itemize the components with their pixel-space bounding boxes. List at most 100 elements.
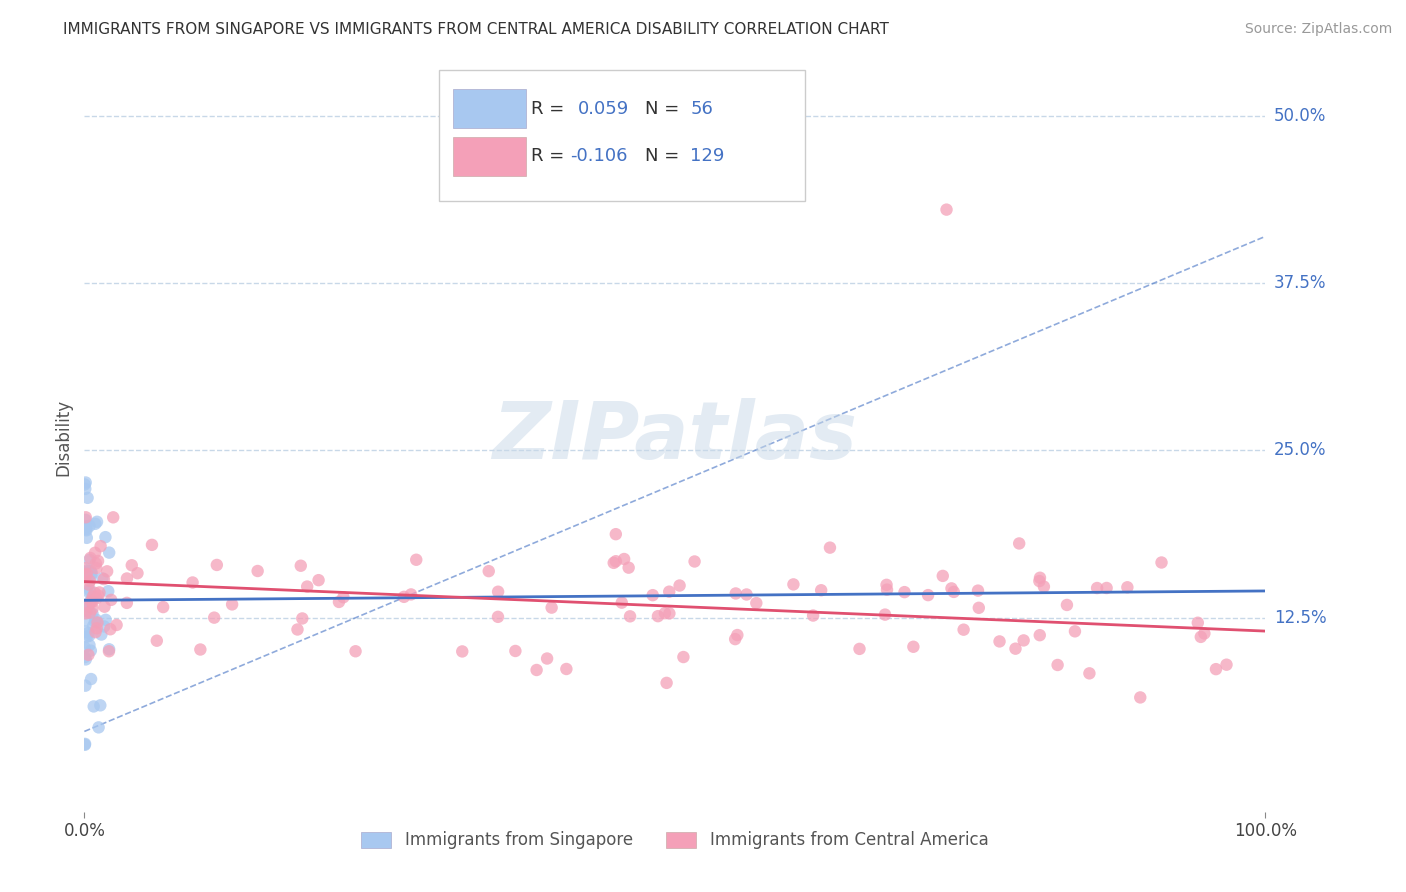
Point (655, 676, 678, 690)
Point (75, 564, 97, 578)
Point (1095, 581, 1118, 595)
Point (893, 585, 915, 599)
Point (1116, 580, 1139, 594)
Point (77, 565, 100, 579)
Point (1008, 536, 1031, 550)
Text: R =: R = (531, 147, 569, 165)
Point (658, 607, 681, 621)
Point (75, 624, 97, 639)
Text: 37.5%: 37.5% (1274, 274, 1326, 293)
Point (555, 662, 578, 676)
Point (724, 586, 747, 600)
Point (1032, 580, 1054, 594)
Point (93, 619, 115, 633)
Point (77, 577, 100, 591)
Point (1078, 666, 1101, 681)
Point (1187, 615, 1209, 630)
Point (84, 557, 107, 571)
Point (90, 539, 112, 553)
Point (79, 519, 101, 533)
Point (100, 593, 122, 607)
Point (1194, 626, 1216, 640)
Point (93, 599, 115, 614)
Point (83, 699, 105, 714)
Point (1085, 581, 1108, 595)
Point (82, 601, 104, 615)
Point (75, 513, 97, 527)
Point (76, 491, 98, 505)
Point (91, 571, 114, 585)
Point (935, 202, 957, 217)
Point (782, 577, 804, 591)
Point (1064, 624, 1087, 639)
Point (152, 600, 174, 615)
Point (190, 642, 212, 657)
Point (87, 554, 110, 568)
Point (295, 580, 318, 594)
Point (246, 564, 269, 578)
Point (86, 591, 108, 606)
Point (73, 477, 96, 491)
Text: 129: 129 (690, 147, 724, 165)
Legend: Immigrants from Singapore, Immigrants from Central America: Immigrants from Singapore, Immigrants fr… (354, 824, 995, 855)
Point (205, 558, 228, 572)
Point (1004, 641, 1026, 656)
Point (668, 578, 690, 592)
Point (89, 585, 111, 599)
Point (967, 583, 990, 598)
Point (79, 551, 101, 566)
Point (1205, 662, 1227, 676)
Point (77, 626, 100, 640)
Point (80, 593, 103, 607)
Point (82, 590, 104, 604)
Point (93, 572, 115, 586)
Point (641, 588, 664, 602)
Point (848, 641, 870, 656)
Point (683, 554, 706, 568)
Point (873, 607, 896, 622)
Point (80, 672, 103, 686)
Point (405, 553, 427, 567)
Point (103, 510, 125, 524)
Point (505, 644, 527, 658)
Point (75, 737, 97, 751)
Point (619, 609, 641, 624)
Point (79, 553, 101, 567)
Point (75, 519, 97, 533)
Y-axis label: Disability: Disability (55, 399, 73, 475)
Point (617, 560, 640, 574)
Text: N =: N = (645, 147, 685, 165)
Point (605, 527, 627, 541)
Point (658, 584, 681, 599)
Text: Source: ZipAtlas.com: Source: ZipAtlas.com (1244, 22, 1392, 37)
Point (181, 575, 204, 590)
Point (80, 566, 103, 581)
Point (1150, 556, 1173, 570)
Point (75, 607, 97, 621)
Point (86, 621, 108, 635)
Point (76, 583, 98, 598)
Point (79, 638, 101, 652)
Point (141, 538, 163, 552)
Point (86, 515, 108, 529)
Point (76, 531, 98, 545)
Point (98, 622, 121, 636)
Point (76, 523, 98, 537)
FancyBboxPatch shape (453, 136, 526, 176)
Point (76, 566, 98, 581)
Text: 56: 56 (690, 100, 713, 118)
Point (84, 625, 107, 640)
Point (1029, 571, 1052, 585)
Point (801, 608, 824, 623)
Point (115, 596, 138, 610)
Point (83, 586, 105, 600)
Point (610, 596, 633, 610)
Point (79, 583, 101, 598)
Point (75, 567, 97, 582)
Point (1056, 598, 1078, 612)
Point (80, 566, 103, 581)
Point (810, 583, 832, 598)
Text: IMMIGRANTS FROM SINGAPORE VS IMMIGRANTS FROM CENTRAL AMERICA DISABILITY CORRELAT: IMMIGRANTS FROM SINGAPORE VS IMMIGRANTS … (63, 22, 889, 37)
Point (1129, 690, 1152, 705)
Point (672, 650, 695, 665)
